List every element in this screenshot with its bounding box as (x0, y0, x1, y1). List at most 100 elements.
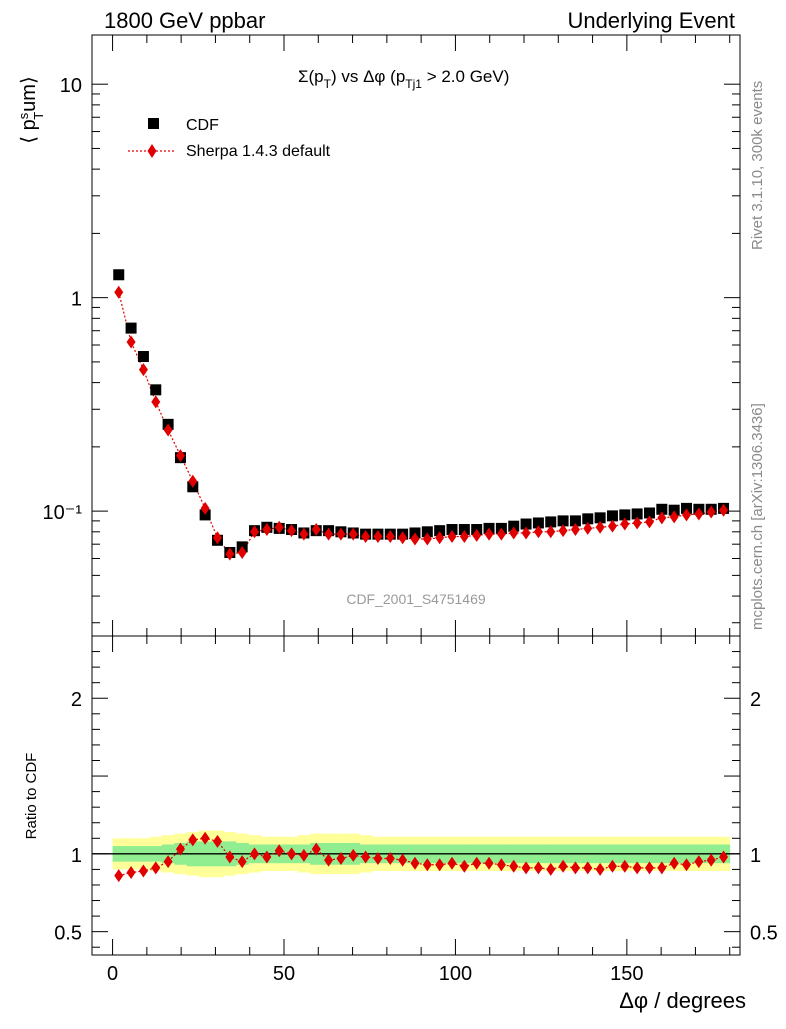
sherpa-point (151, 395, 161, 409)
sherpa-point (669, 510, 679, 524)
sherpa-point (719, 503, 729, 517)
x-tick-label: 50 (273, 963, 295, 985)
ratio-sherpa-point (496, 858, 506, 872)
ratio-sherpa-point (138, 864, 148, 878)
sherpa-point (410, 532, 420, 546)
ratio-y-tick-label-left: 2 (71, 689, 82, 711)
main-y-tick-label: 10⁻¹ (43, 502, 83, 524)
sherpa-point (682, 508, 692, 522)
ratio-sherpa-point (657, 861, 667, 875)
legend-cdf-label: CDF (186, 117, 219, 134)
sherpa-point (398, 531, 408, 545)
cdf-point (619, 509, 631, 521)
legend-sherpa-marker (147, 144, 157, 158)
cdf-point (606, 510, 618, 522)
sherpa-point (570, 523, 580, 537)
ratio-y-tick-label-right: 0.5 (750, 923, 778, 945)
sherpa-point (546, 525, 556, 539)
ratio-y-tick-label-right: 2 (750, 689, 761, 711)
sherpa-point (447, 530, 457, 544)
cdf-point (199, 509, 211, 521)
cdf-point (458, 524, 470, 536)
sherpa-point (212, 531, 222, 545)
header-right: Underlying Event (567, 8, 735, 33)
ratio-sherpa-point (336, 852, 346, 866)
sherpa-point (533, 525, 543, 539)
sherpa-point (225, 547, 235, 561)
ratio-sherpa-point (472, 856, 482, 870)
ratio-sherpa-point (361, 850, 371, 864)
sherpa-point (250, 525, 260, 539)
sherpa-point (607, 519, 617, 533)
ratio-plot: 0.5 0.5 1 1 2 2 0 50 100 150 (54, 635, 778, 985)
ratio-sherpa-point (484, 856, 494, 870)
sherpa-point (126, 335, 136, 349)
analysis-annotation: CDF_2001_S4751469 (346, 591, 486, 607)
cdf-point (668, 504, 680, 516)
main-y-tick-label: 10 (60, 75, 82, 97)
legend-sherpa-label: Sherpa 1.4.3 default (186, 143, 331, 160)
header-left: 1800 GeV ppbar (104, 8, 265, 33)
cdf-point (137, 351, 149, 363)
sherpa-point (287, 524, 297, 538)
cdf-point (594, 512, 606, 524)
sherpa-point (262, 523, 272, 537)
ratio-sherpa-point (669, 856, 679, 870)
ratio-sherpa-point (719, 850, 729, 864)
ratio-sherpa-point (422, 858, 432, 872)
legend: CDF Sherpa 1.4.3 default (128, 117, 331, 160)
ratio-sherpa-point (348, 848, 358, 862)
ratio-y-tick-label-left: 0.5 (54, 923, 82, 945)
ratio-sherpa-point (583, 861, 593, 875)
cdf-point (545, 516, 557, 528)
ratio-sherpa-point (188, 833, 198, 847)
sherpa-point (644, 515, 654, 529)
ratio-sherpa-point (509, 859, 519, 873)
cdf-point (113, 269, 125, 281)
x-axis-label: Δφ / degrees (619, 988, 746, 1013)
cdf-point (569, 515, 581, 527)
sherpa-point (373, 530, 383, 544)
cdf-point (421, 526, 433, 538)
ratio-sherpa-point (435, 858, 445, 872)
ratio-sherpa-point (607, 859, 617, 873)
cdf-point (434, 525, 446, 537)
x-tick-label: 100 (439, 963, 472, 985)
cdf-point (508, 520, 520, 532)
sherpa-point (583, 521, 593, 535)
side-text-mcplots: mcplots.cern.ch [arXiv:1306.3436] (749, 403, 766, 630)
sherpa-point (435, 531, 445, 545)
ratio-sherpa-point (287, 847, 297, 861)
sherpa-point (657, 511, 667, 525)
ratio-sherpa-point (237, 855, 247, 869)
sherpa-point (385, 530, 395, 544)
ratio-sherpa-point (373, 852, 383, 866)
sherpa-point (299, 527, 309, 541)
ratio-sherpa-point (570, 861, 580, 875)
cdf-point (582, 513, 594, 525)
ratio-sherpa-point (163, 855, 173, 869)
x-tick-label: 0 (107, 963, 118, 985)
ratio-sherpa-point (262, 850, 272, 864)
legend-cdf-marker (148, 118, 159, 129)
ratio-sherpa-point (533, 861, 543, 875)
sherpa-point (595, 520, 605, 534)
main-y-tick-label: 1 (71, 289, 82, 311)
cdf-point (446, 524, 458, 536)
sherpa-point (459, 530, 469, 544)
cdf-point (681, 502, 693, 514)
cdf-point (532, 517, 544, 529)
ratio-sherpa-point (706, 853, 716, 867)
sherpa-point (163, 423, 173, 437)
ratio-sherpa-point (126, 866, 136, 880)
sherpa-point (274, 520, 284, 534)
ratio-sherpa-point (694, 855, 704, 869)
ratio-sherpa-point (521, 861, 531, 875)
ratio-y-tick-label-right: 1 (750, 845, 761, 867)
ratio-sherpa-point (151, 861, 161, 875)
side-text-rivet: Rivet 3.1.10, 300k events (749, 81, 766, 250)
ratio-sherpa-point (620, 859, 630, 873)
ratio-sherpa-point (200, 831, 210, 845)
sherpa-point (484, 527, 494, 541)
